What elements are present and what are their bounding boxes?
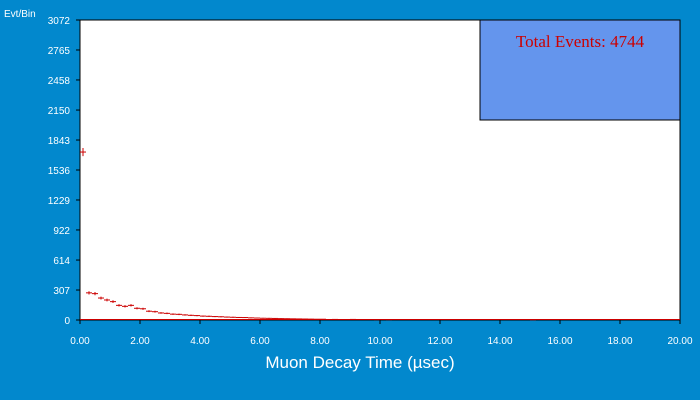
- data-point: [158, 312, 164, 314]
- data-point: [104, 298, 110, 302]
- data-point: [110, 300, 116, 303]
- data-point: [230, 316, 236, 318]
- data-point: [152, 310, 158, 313]
- data-point: [284, 318, 290, 320]
- x-tick-label: 14.00: [487, 336, 512, 347]
- y-tick-label: 307: [53, 286, 70, 297]
- y-axis-title: Evt/Bin: [4, 9, 36, 20]
- data-point: [242, 317, 248, 319]
- data-point: [260, 317, 266, 319]
- data-point: [248, 317, 254, 319]
- x-axis: 0.00 2.00 4.00 6.00 8.00 10.00 12.00 14.00 16.00…: [70, 320, 693, 347]
- x-tick-label: 0.00: [70, 336, 90, 347]
- y-axis: 0 307 614 922 1229 1536 1843 2150 2458 2765 3072: [48, 16, 80, 327]
- x-tick-label: 2.00: [130, 336, 150, 347]
- data-point: [164, 312, 170, 315]
- data-point: [200, 315, 206, 317]
- y-tick-label: 922: [53, 226, 70, 237]
- x-tick-label: 4.00: [190, 336, 210, 347]
- total-events-text: Total Events: 4744: [516, 32, 645, 51]
- data-point: [98, 296, 104, 300]
- data-point: [128, 304, 134, 307]
- data-point: [188, 314, 194, 316]
- x-tick-label: 16.00: [547, 336, 572, 347]
- data-point: [146, 310, 152, 313]
- data-series: [80, 147, 680, 321]
- x-axis-title: Muon Decay Time (µsec): [265, 353, 454, 372]
- y-tick-label: 1843: [48, 136, 71, 147]
- x-tick-label: 6.00: [250, 336, 270, 347]
- data-point: [254, 317, 260, 319]
- y-tick-label: 614: [53, 256, 70, 267]
- y-tick-label: 1229: [48, 196, 71, 207]
- data-point: [278, 318, 284, 320]
- y-tick-label: 0: [64, 316, 70, 327]
- total-events-box: [479, 19, 681, 121]
- data-point: [122, 305, 128, 308]
- data-point: [266, 317, 272, 319]
- data-point: [212, 316, 218, 318]
- x-tick-label: 8.00: [310, 336, 330, 347]
- data-point: [86, 291, 92, 295]
- data-point: [92, 292, 98, 296]
- data-point: [206, 315, 212, 317]
- y-tick-label: 2458: [48, 76, 71, 87]
- data-point: [116, 304, 122, 307]
- x-tick-label: 18.00: [607, 336, 632, 347]
- y-tick-label: 2765: [48, 46, 71, 57]
- data-point: [80, 147, 86, 157]
- data-point: [272, 317, 278, 319]
- x-tick-label: 10.00: [367, 336, 392, 347]
- data-point: [224, 316, 230, 318]
- data-point: [176, 313, 182, 316]
- y-tick-label: 2150: [48, 106, 71, 117]
- y-tick-label: 1536: [48, 166, 71, 177]
- data-point: [218, 316, 224, 318]
- data-point: [182, 314, 188, 316]
- data-point: [170, 313, 176, 315]
- x-tick-label: 20.00: [667, 336, 692, 347]
- data-point: [194, 314, 200, 317]
- data-point: [236, 316, 242, 318]
- x-tick-label: 12.00: [427, 336, 452, 347]
- y-tick-label: 3072: [48, 16, 71, 27]
- data-point: [140, 307, 146, 310]
- data-point: [134, 307, 140, 310]
